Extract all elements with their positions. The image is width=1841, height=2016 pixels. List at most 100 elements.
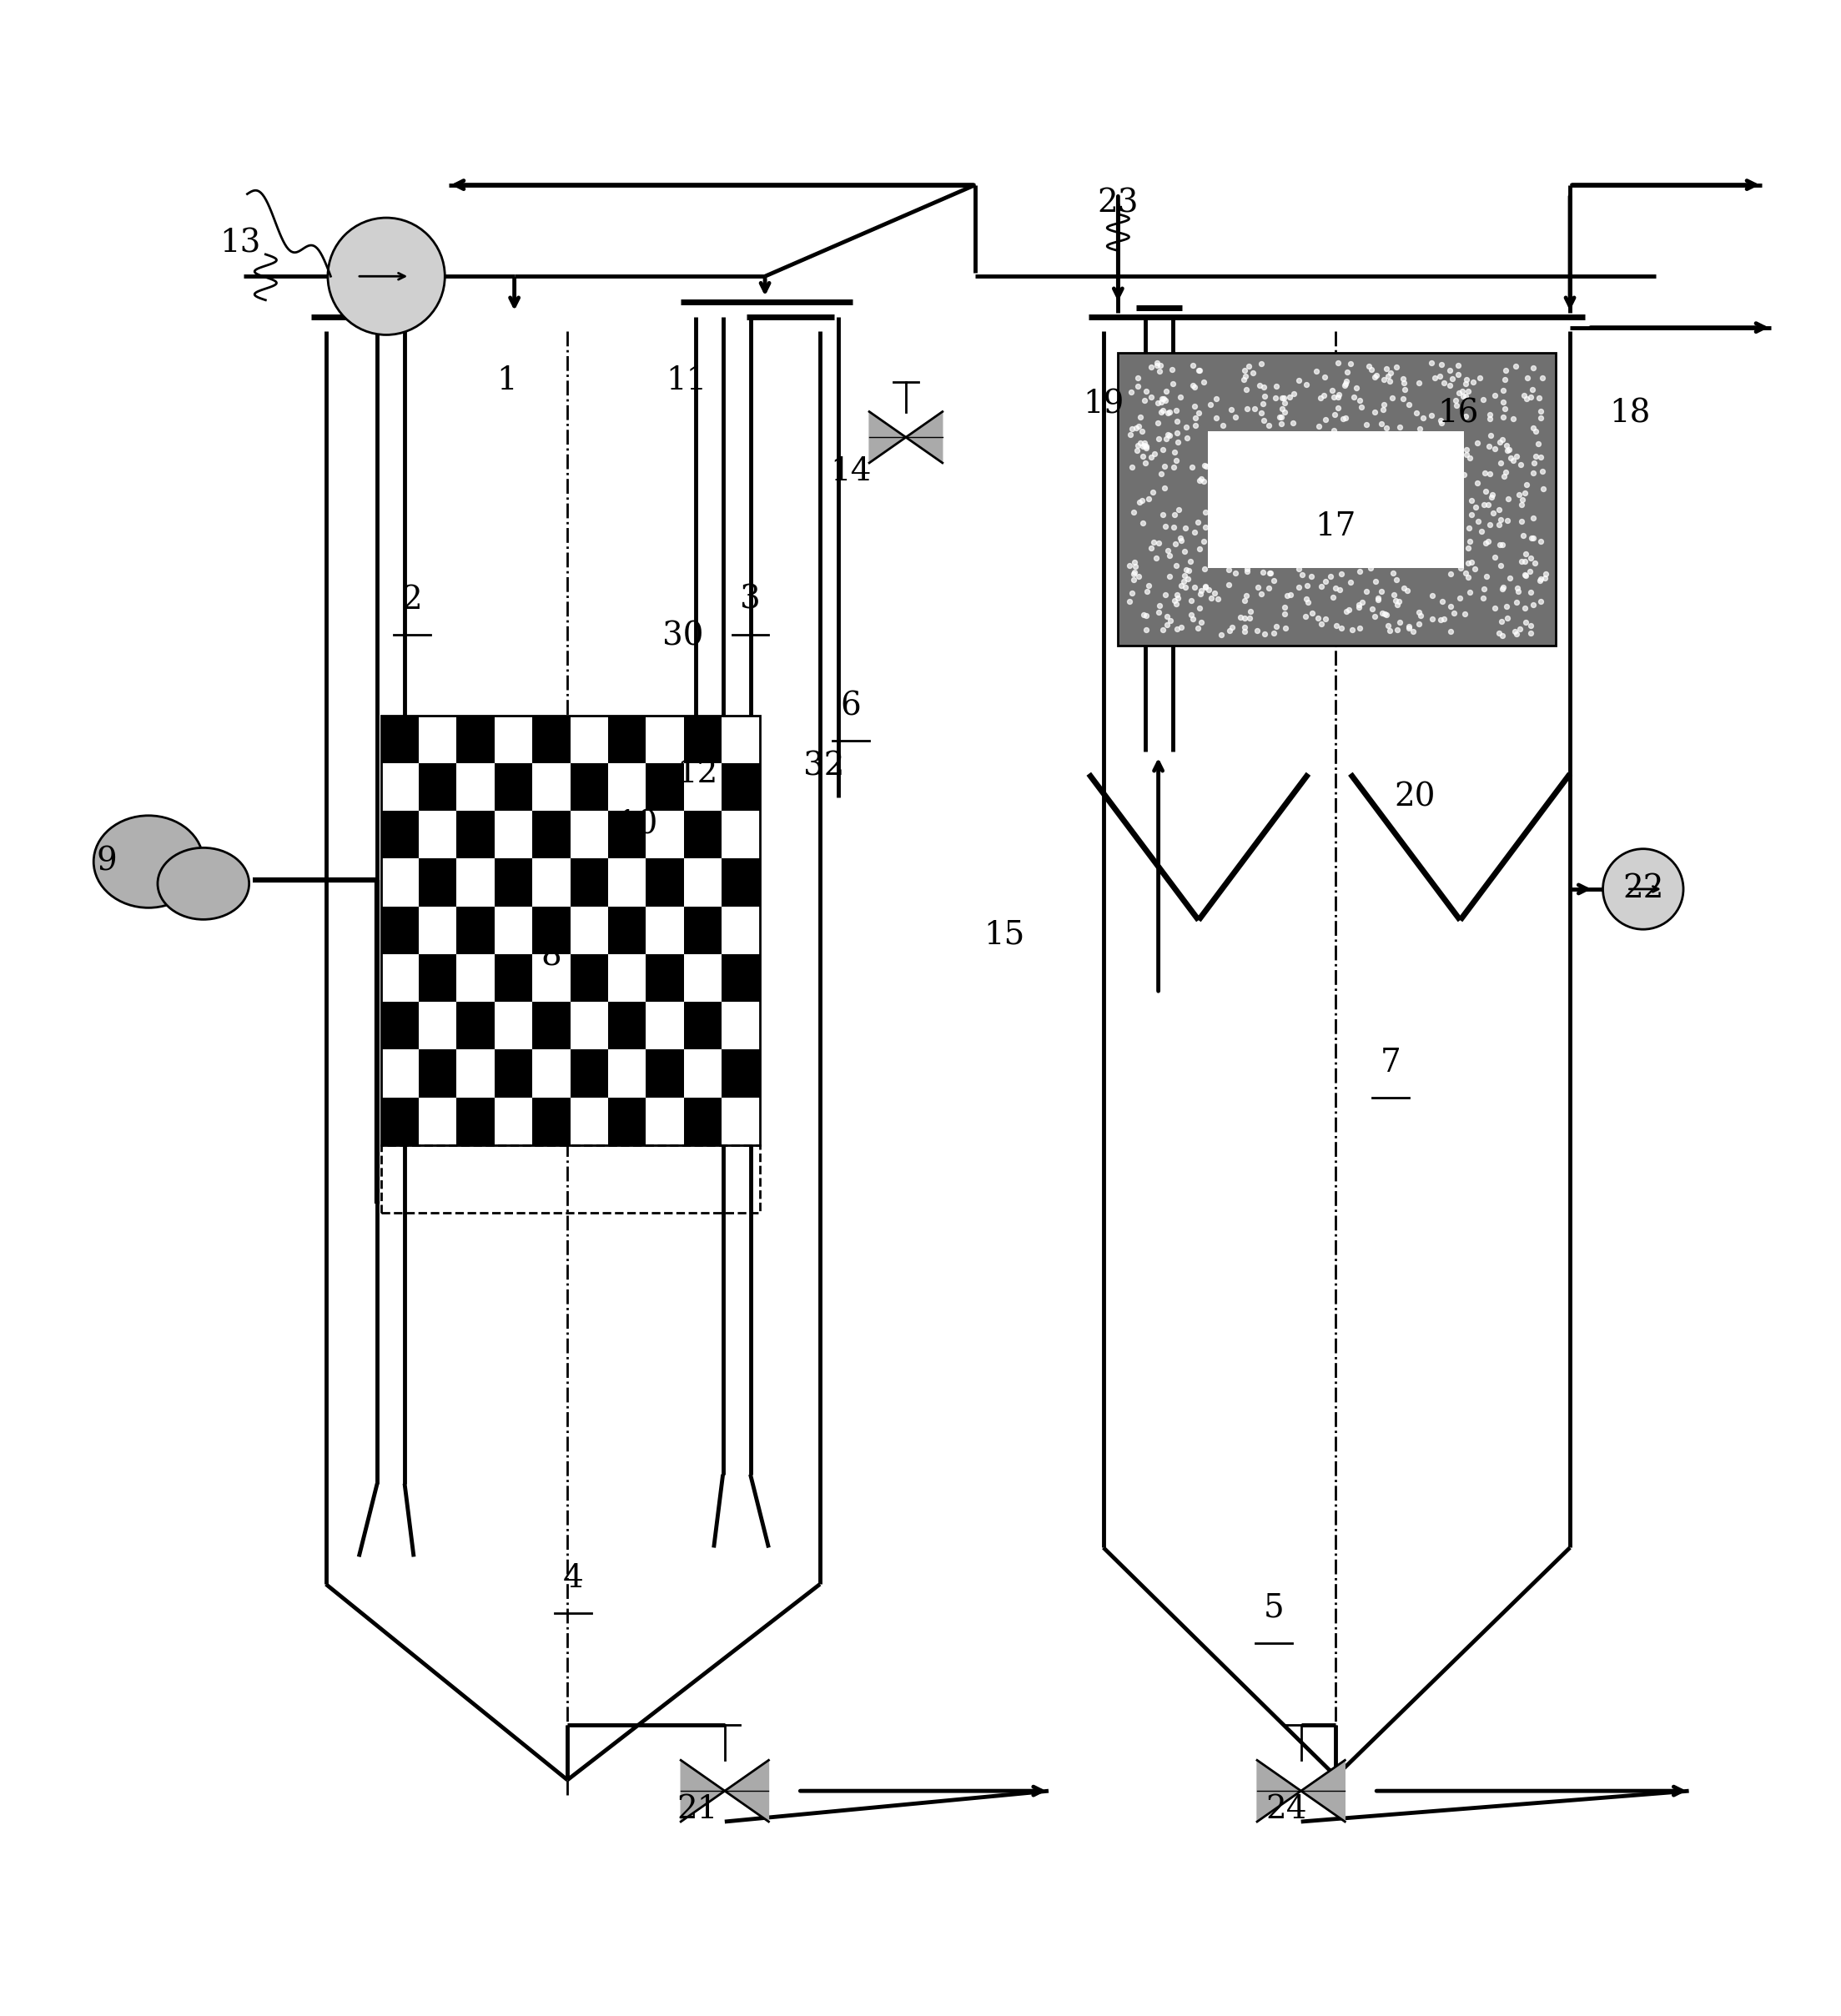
Point	[1427, 585, 1456, 617]
Point	[1394, 611, 1423, 643]
Point	[1502, 617, 1532, 649]
Point	[1453, 375, 1482, 407]
Point	[1451, 367, 1480, 399]
Point	[1456, 546, 1486, 579]
Point	[1171, 571, 1200, 603]
Point	[1392, 575, 1421, 607]
Point	[1436, 591, 1465, 623]
Point	[1145, 597, 1175, 629]
Point	[1186, 593, 1215, 625]
Point	[1375, 365, 1405, 397]
Point	[1377, 381, 1407, 413]
Point	[1486, 448, 1515, 480]
Point	[1158, 512, 1187, 544]
Point	[1526, 585, 1556, 617]
Point	[1360, 361, 1390, 393]
Point	[1528, 456, 1557, 488]
Point	[1491, 355, 1521, 387]
Bar	[457, 1097, 495, 1145]
Point	[1186, 579, 1215, 611]
Point	[1360, 601, 1390, 633]
Point	[1495, 442, 1524, 474]
Point	[1162, 393, 1191, 425]
Point	[1230, 603, 1259, 635]
Point	[1132, 375, 1162, 407]
Point	[1119, 556, 1149, 589]
Point	[1235, 595, 1265, 627]
Point	[1217, 611, 1246, 643]
Point	[1436, 369, 1465, 401]
Point	[1246, 579, 1276, 611]
Point	[1160, 585, 1189, 617]
Point	[1171, 411, 1200, 444]
Point	[1176, 585, 1206, 617]
Point	[1344, 591, 1373, 623]
Point	[1129, 506, 1158, 538]
Point	[1117, 413, 1147, 446]
Point	[1524, 381, 1554, 413]
Point	[1132, 431, 1162, 464]
Text: 24: 24	[1265, 1794, 1307, 1824]
Point	[1232, 552, 1261, 585]
Point	[1230, 585, 1259, 617]
Point	[1162, 548, 1191, 581]
Point	[1342, 371, 1372, 403]
Point	[1187, 607, 1217, 639]
Point	[1267, 401, 1296, 433]
Point	[1471, 528, 1500, 560]
Point	[1488, 573, 1517, 605]
Point	[1138, 476, 1167, 508]
Point	[1189, 365, 1219, 397]
Point	[1123, 369, 1152, 401]
Point	[1379, 579, 1408, 611]
Point	[1232, 373, 1261, 405]
Point	[1476, 419, 1506, 452]
Point	[1486, 605, 1515, 637]
Point	[1152, 375, 1182, 407]
Point	[1460, 552, 1489, 585]
Point	[1427, 407, 1456, 439]
Point	[1119, 496, 1149, 528]
Point	[1191, 571, 1221, 603]
Point	[1338, 381, 1368, 413]
Point	[1294, 587, 1324, 619]
Point	[1292, 569, 1322, 601]
Point	[1147, 433, 1176, 466]
Point	[1134, 571, 1164, 603]
Bar	[722, 1050, 760, 1097]
Point	[1405, 607, 1434, 639]
Point	[1164, 583, 1193, 615]
Point	[1500, 351, 1530, 383]
Point	[1475, 429, 1504, 462]
Point	[1519, 448, 1548, 480]
Bar	[495, 859, 532, 907]
Point	[1458, 367, 1488, 399]
Point	[1519, 351, 1548, 383]
Point	[1390, 367, 1419, 399]
Point	[1416, 347, 1445, 379]
Point	[1162, 613, 1191, 645]
Point	[1221, 556, 1250, 589]
Bar	[381, 1145, 760, 1214]
Polygon shape	[1302, 1760, 1346, 1822]
Point	[1451, 437, 1480, 470]
Point	[1129, 599, 1158, 631]
Point	[1173, 562, 1202, 595]
Point	[1366, 407, 1395, 439]
Point	[1493, 433, 1523, 466]
Point	[1519, 458, 1548, 490]
Point	[1245, 369, 1274, 401]
Point	[1256, 556, 1285, 589]
Point	[1443, 359, 1473, 391]
Point	[1454, 442, 1484, 474]
Point	[1484, 508, 1513, 540]
Point	[1134, 482, 1164, 514]
Point	[1488, 375, 1517, 407]
Point	[1372, 599, 1401, 631]
Point	[1442, 389, 1471, 421]
Point	[1154, 538, 1184, 571]
Point	[1508, 504, 1537, 536]
Point	[1373, 359, 1403, 391]
Point	[1480, 542, 1510, 575]
Point	[1191, 496, 1221, 528]
